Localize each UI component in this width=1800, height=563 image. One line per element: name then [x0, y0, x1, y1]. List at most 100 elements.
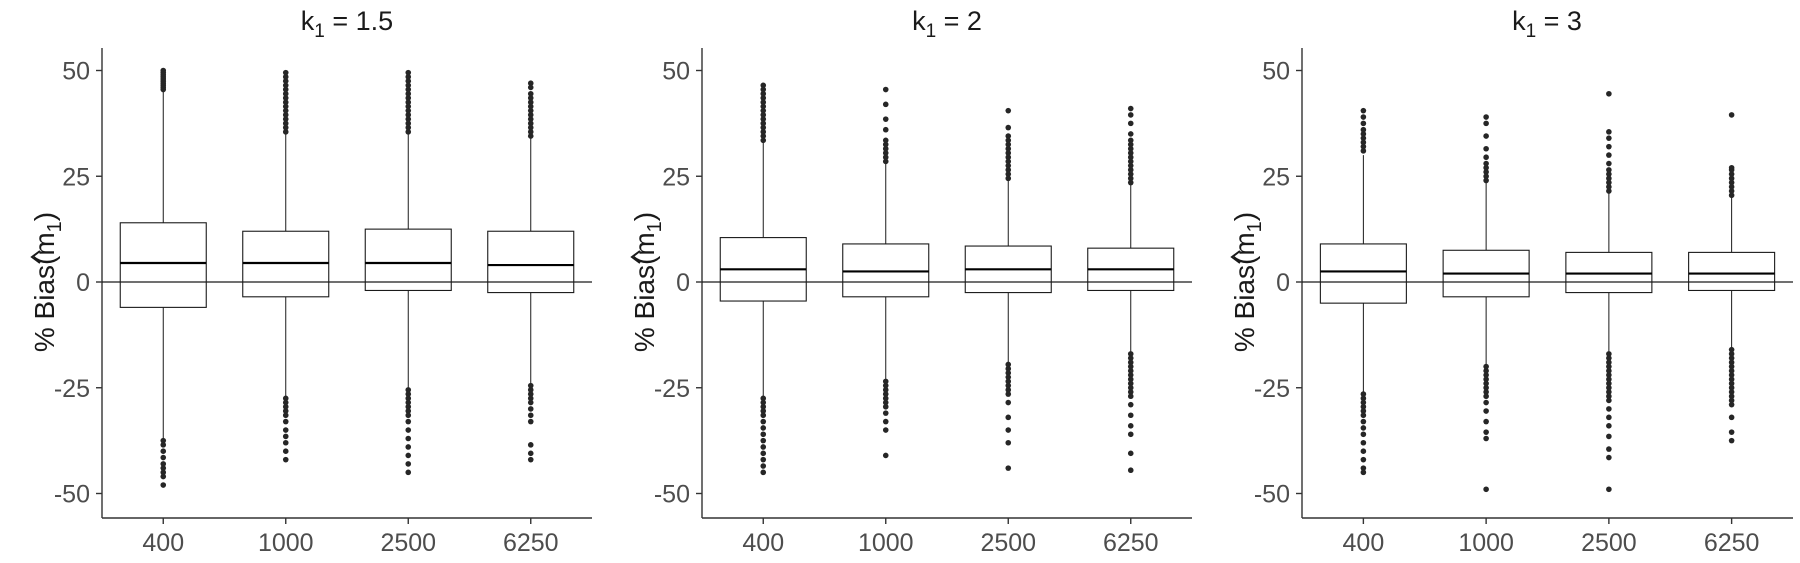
outlier-point	[1483, 384, 1489, 391]
outlier-point	[1483, 486, 1489, 493]
outlier-point	[1728, 397, 1735, 404]
outlier-point	[1606, 389, 1612, 395]
outlier-point	[527, 395, 534, 402]
outlier-point	[1360, 418, 1367, 425]
outlier-point	[1606, 414, 1612, 421]
outlier-point	[760, 86, 767, 93]
outlier-point	[1728, 376, 1735, 383]
outlier-point	[282, 90, 289, 97]
outlier-point	[760, 137, 767, 144]
outlier-point	[405, 399, 412, 406]
box-1000	[1442, 114, 1530, 493]
x-tick-label: 2500	[980, 529, 1036, 557]
outlier-point	[760, 437, 767, 444]
outlier-point	[1127, 171, 1134, 177]
outlier-point	[1606, 376, 1612, 383]
outlier-point	[405, 78, 412, 84]
outlier-point	[1728, 380, 1735, 387]
outlier-point	[1483, 160, 1489, 167]
box-2500	[964, 107, 1052, 471]
outlier-point	[405, 395, 412, 402]
box-2500	[364, 69, 452, 476]
outlier-point	[1728, 414, 1735, 421]
outlier-point	[1127, 179, 1134, 186]
y-axis-title-hat-symbol: m	[29, 232, 60, 255]
outlier-point	[882, 86, 889, 93]
outlier-point	[1728, 164, 1735, 171]
outlier-point	[282, 399, 289, 406]
outlier-point	[1127, 351, 1134, 357]
box-2500	[1565, 90, 1653, 493]
outlier-point	[405, 427, 412, 433]
outlier-point	[882, 399, 889, 406]
outlier-point	[1127, 112, 1134, 118]
outlier-point	[1360, 399, 1367, 406]
panel-title-base: k	[1512, 6, 1526, 36]
outlier-point	[160, 454, 167, 461]
x-tick-label: 2500	[1581, 529, 1637, 557]
outlier-point	[760, 107, 767, 114]
outlier-point	[1005, 133, 1012, 139]
outlier-point	[1728, 188, 1735, 194]
outlier-point	[1606, 454, 1612, 461]
outlier-point	[282, 427, 289, 433]
outlier-point	[1606, 384, 1612, 391]
outlier-point	[760, 418, 767, 425]
outlier-point	[1127, 150, 1134, 156]
outlier-point	[1606, 171, 1612, 177]
outlier-point	[1483, 173, 1489, 180]
outlier-point	[527, 382, 534, 389]
outlier-point	[1728, 389, 1735, 395]
outlier-point	[1483, 154, 1489, 161]
outlier-point	[1127, 131, 1134, 137]
outlier-point	[760, 450, 767, 457]
y-axis-title-hat-symbol: m	[1229, 232, 1260, 255]
outlier-point	[405, 103, 412, 110]
outlier-point	[1005, 370, 1012, 376]
outlier-point	[1360, 120, 1367, 127]
outlier-point	[1606, 179, 1612, 186]
outlier-point	[282, 74, 289, 80]
y-tick-label: 25	[62, 163, 90, 191]
outlier-point	[1360, 131, 1367, 137]
outlier-point	[527, 95, 534, 101]
outlier-point	[282, 103, 289, 110]
outlier-point	[282, 86, 289, 93]
outlier-point	[405, 69, 412, 76]
outlier-point	[1005, 378, 1012, 385]
y-tick-label: 0	[76, 269, 90, 297]
box-1000	[842, 86, 930, 459]
iqr-box	[119, 222, 207, 308]
outlier-point	[760, 112, 767, 118]
outlier-point	[1728, 359, 1735, 366]
outlier-point	[1728, 171, 1735, 177]
outlier-point	[882, 452, 889, 459]
outlier-point	[1360, 391, 1367, 397]
y-axis-title-subscript: 1	[644, 221, 666, 232]
outlier-point	[760, 124, 767, 131]
outlier-point	[1606, 397, 1612, 404]
outlier-point	[1728, 184, 1735, 190]
outlier-point	[1606, 355, 1612, 361]
outlier-point	[1606, 188, 1612, 194]
outlier-point	[882, 158, 889, 165]
outlier-point	[405, 120, 412, 127]
outlier-point	[405, 107, 412, 114]
outlier-point	[1360, 408, 1367, 414]
y-tick-label: 0	[676, 269, 690, 297]
outlier-point	[1606, 184, 1612, 190]
outlier-point	[1005, 158, 1012, 165]
box-6250	[1087, 105, 1175, 474]
outlier-point	[1127, 412, 1134, 419]
outlier-point	[1483, 389, 1489, 395]
outlier-point	[1606, 446, 1612, 452]
outlier-point	[1483, 114, 1489, 120]
outlier-point	[760, 116, 767, 122]
outlier-point	[1483, 164, 1489, 171]
panel-title-base: k	[301, 6, 315, 36]
outlier-point	[760, 395, 767, 402]
outlier-point	[882, 387, 889, 393]
outlier-point	[160, 465, 167, 471]
hat-accent-mark	[1230, 250, 1241, 264]
